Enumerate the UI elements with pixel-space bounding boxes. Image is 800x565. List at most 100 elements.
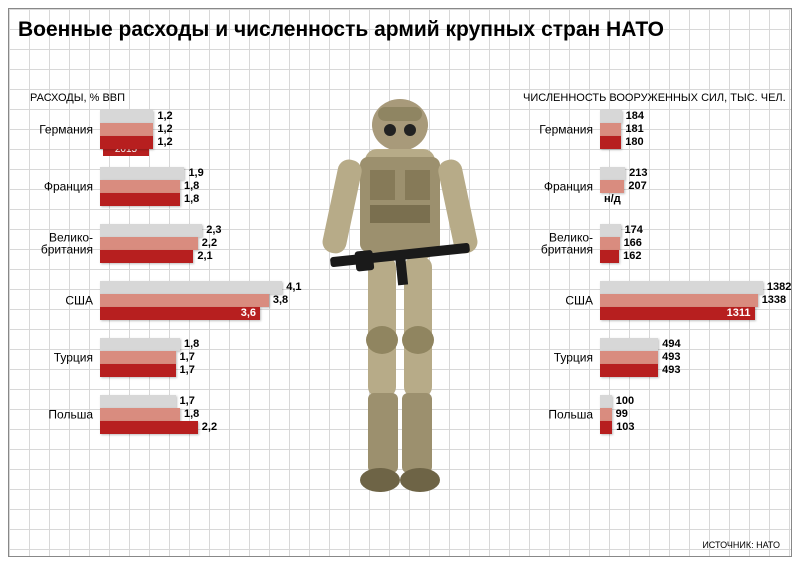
bar <box>600 136 621 149</box>
bar-row: 1382 <box>600 281 770 294</box>
bar-row: 494 <box>600 338 770 351</box>
bar-row: 493 <box>600 364 770 377</box>
bar-row: 184 <box>600 110 770 123</box>
bar-row: 2,1 <box>100 250 310 263</box>
bar <box>100 364 176 377</box>
country-label: Турция <box>525 351 593 364</box>
country-block: Польша10099103 <box>530 395 770 434</box>
bar-row: 162 <box>600 250 770 263</box>
bar-row: 100 <box>600 395 770 408</box>
bar-value: 1,8 <box>184 180 199 193</box>
bar <box>600 180 624 193</box>
source-label: ИСТОЧНИК: НАТО <box>702 540 780 550</box>
bar <box>100 395 176 408</box>
bar <box>100 193 180 206</box>
bars-group: 1,81,71,7 <box>100 338 310 377</box>
bar-value: 174 <box>625 224 643 237</box>
bars-group: 10099103 <box>600 395 770 434</box>
bar-value: 2,2 <box>202 421 217 434</box>
bars-group: 184181180 <box>600 110 770 149</box>
bar-row: 1,2 <box>100 110 310 123</box>
bar-value: 99 <box>616 408 628 421</box>
bar-row: 1,7 <box>100 395 310 408</box>
bars-group: 1,21,21,2 <box>100 110 310 149</box>
country-label: США <box>525 294 593 307</box>
bars-group: 4,13,83,6 <box>100 281 310 320</box>
bar-value: 207 <box>628 180 646 193</box>
bar-value: 493 <box>662 351 680 364</box>
bar-row: 1338 <box>600 294 770 307</box>
right-panel: Германия184181180Франция213207н/дВелико-… <box>530 110 770 535</box>
bar-row: 181 <box>600 123 770 136</box>
country-block: Турция494493493 <box>530 338 770 377</box>
country-label: Велико- британия <box>525 231 593 256</box>
bar-value: 1,7 <box>180 395 195 408</box>
bar-row: 180 <box>600 136 770 149</box>
bar-value: 1,2 <box>157 123 172 136</box>
bar <box>100 167 184 180</box>
country-block: Франция213207н/д <box>530 167 770 206</box>
bar-row: 1,7 <box>100 351 310 364</box>
soldier-image <box>300 75 500 525</box>
bar-value: 162 <box>623 250 641 263</box>
bar <box>100 421 198 434</box>
bar <box>600 294 758 307</box>
country-label: Германия <box>25 123 93 136</box>
bar-value: 1,7 <box>180 364 195 377</box>
bar-row: 1,8 <box>100 180 310 193</box>
bars-group: 2,32,22,1 <box>100 224 310 263</box>
bar <box>600 224 621 237</box>
bar <box>100 294 269 307</box>
bar-value: 103 <box>616 421 634 434</box>
bar-row: 1,9 <box>100 167 310 180</box>
bar <box>600 110 622 123</box>
bar-value: 1,9 <box>188 167 203 180</box>
bars-group: 1,71,82,2 <box>100 395 310 434</box>
bar-value: 1,2 <box>157 136 172 149</box>
bar-value: 1,2 <box>157 110 172 123</box>
bar <box>100 110 153 123</box>
bar-row: 3,8 <box>100 294 310 307</box>
bar-value: 213 <box>629 167 647 180</box>
country-label: Велико- британия <box>25 231 93 256</box>
bar <box>100 237 198 250</box>
left-panel: Германия1,21,21,2Франция1,91,81,8Велико-… <box>30 110 310 535</box>
bar <box>600 364 658 377</box>
bar-value: 1,7 <box>180 351 195 364</box>
country-label: Польша <box>525 408 593 421</box>
bar-value: 2,3 <box>206 224 221 237</box>
bar-value: н/д <box>604 193 621 206</box>
country-block: Германия184181180 <box>530 110 770 149</box>
bar-value: 166 <box>624 237 642 250</box>
country-block: Велико- британия174166162 <box>530 224 770 263</box>
bar-value: 493 <box>662 364 680 377</box>
subtitle-left: РАСХОДЫ, % ВВП <box>30 92 125 104</box>
bar-row: 1,7 <box>100 364 310 377</box>
bar <box>600 281 763 294</box>
bar <box>100 136 153 149</box>
bar-row: 213 <box>600 167 770 180</box>
country-label: Германия <box>525 123 593 136</box>
bar <box>100 408 180 421</box>
bar-value: 1311 <box>727 307 751 320</box>
bar-row: н/д <box>600 193 770 206</box>
bar <box>100 123 153 136</box>
bar-value: 1,8 <box>184 338 199 351</box>
bar <box>600 395 612 408</box>
bar-row: 174 <box>600 224 770 237</box>
bar <box>600 250 619 263</box>
country-label: Франция <box>525 180 593 193</box>
bar-row: 1,8 <box>100 338 310 351</box>
bar-value: 180 <box>625 136 643 149</box>
country-label: США <box>25 294 93 307</box>
bar-row: 3,6 <box>100 307 310 320</box>
bar-value: 1,8 <box>184 408 199 421</box>
bar-value: 1338 <box>762 294 786 307</box>
subtitle-right: ЧИСЛЕННОСТЬ ВООРУЖЕННЫХ СИЛ, ТЫС. ЧЕЛ. <box>523 92 786 104</box>
country-block: США4,13,83,6 <box>30 281 310 320</box>
bar <box>100 307 260 320</box>
page-title: Военные расходы и численность армий круп… <box>18 18 782 42</box>
country-label: Польша <box>25 408 93 421</box>
bar-row: 4,1 <box>100 281 310 294</box>
country-label: Турция <box>25 351 93 364</box>
